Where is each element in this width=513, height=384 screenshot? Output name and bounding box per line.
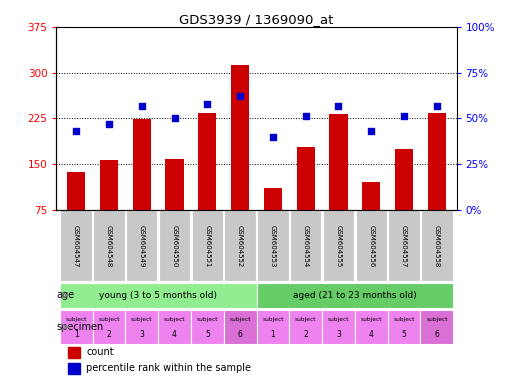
Text: aged (21 to 23 months old): aged (21 to 23 months old): [293, 291, 417, 300]
Point: [105, 121, 113, 127]
Bar: [362, 182, 380, 210]
FancyBboxPatch shape: [159, 210, 190, 281]
Text: GSM604548: GSM604548: [106, 225, 112, 267]
Text: specimen: specimen: [57, 322, 104, 332]
Text: 6: 6: [435, 330, 439, 339]
FancyBboxPatch shape: [93, 210, 125, 281]
Text: age: age: [57, 290, 75, 300]
Bar: [297, 147, 314, 210]
Bar: [329, 114, 347, 210]
FancyBboxPatch shape: [126, 210, 157, 281]
Text: subject: subject: [164, 316, 185, 322]
FancyBboxPatch shape: [421, 310, 453, 344]
FancyBboxPatch shape: [289, 310, 322, 344]
Text: subject: subject: [98, 316, 120, 322]
Text: young (3 to 5 months old): young (3 to 5 months old): [99, 291, 217, 300]
Text: percentile rank within the sample: percentile rank within the sample: [86, 362, 251, 372]
Text: 4: 4: [369, 330, 374, 339]
Text: 5: 5: [402, 330, 406, 339]
Text: 1: 1: [270, 330, 275, 339]
FancyBboxPatch shape: [60, 310, 92, 344]
Text: subject: subject: [262, 316, 284, 322]
Point: [72, 128, 80, 134]
Text: count: count: [86, 347, 114, 357]
Point: [170, 115, 179, 121]
Text: subject: subject: [295, 316, 317, 322]
FancyBboxPatch shape: [256, 310, 289, 344]
Text: 2: 2: [107, 330, 111, 339]
Bar: [67, 172, 85, 210]
FancyBboxPatch shape: [60, 283, 256, 308]
FancyBboxPatch shape: [158, 310, 191, 344]
FancyBboxPatch shape: [257, 210, 289, 281]
Bar: [68, 347, 81, 358]
FancyBboxPatch shape: [323, 210, 354, 281]
Point: [137, 103, 146, 109]
FancyBboxPatch shape: [355, 310, 388, 344]
Text: 3: 3: [336, 330, 341, 339]
Text: GSM604549: GSM604549: [139, 225, 145, 267]
Text: GSM604553: GSM604553: [270, 225, 276, 267]
Point: [203, 101, 211, 107]
Text: GSM604558: GSM604558: [434, 225, 440, 267]
FancyBboxPatch shape: [388, 210, 420, 281]
FancyBboxPatch shape: [61, 210, 92, 281]
Text: 4: 4: [172, 330, 177, 339]
Bar: [68, 363, 81, 374]
Point: [334, 103, 343, 109]
FancyBboxPatch shape: [224, 310, 256, 344]
Text: GSM604550: GSM604550: [171, 225, 177, 267]
Point: [302, 113, 310, 119]
Bar: [100, 160, 118, 210]
FancyBboxPatch shape: [356, 210, 387, 281]
Point: [269, 134, 277, 140]
Text: GSM604554: GSM604554: [303, 225, 309, 267]
FancyBboxPatch shape: [290, 210, 322, 281]
FancyBboxPatch shape: [92, 310, 125, 344]
FancyBboxPatch shape: [421, 210, 452, 281]
FancyBboxPatch shape: [191, 310, 224, 344]
Text: subject: subject: [361, 316, 382, 322]
Text: GSM604552: GSM604552: [237, 225, 243, 267]
Text: subject: subject: [65, 316, 87, 322]
Text: subject: subject: [196, 316, 218, 322]
Point: [367, 128, 376, 134]
Bar: [264, 189, 282, 210]
Text: 5: 5: [205, 330, 210, 339]
FancyBboxPatch shape: [256, 283, 453, 308]
FancyBboxPatch shape: [388, 310, 421, 344]
Text: subject: subject: [426, 316, 448, 322]
Text: GSM604551: GSM604551: [204, 225, 210, 267]
Text: GSM604547: GSM604547: [73, 225, 79, 267]
Title: GDS3939 / 1369090_at: GDS3939 / 1369090_at: [180, 13, 333, 26]
Text: 6: 6: [238, 330, 243, 339]
Text: GSM604556: GSM604556: [368, 225, 374, 267]
Text: 1: 1: [74, 330, 78, 339]
Text: 2: 2: [303, 330, 308, 339]
Text: subject: subject: [229, 316, 251, 322]
Point: [236, 93, 244, 99]
Text: subject: subject: [131, 316, 152, 322]
Text: subject: subject: [393, 316, 415, 322]
Point: [400, 113, 408, 119]
FancyBboxPatch shape: [125, 310, 158, 344]
FancyBboxPatch shape: [224, 210, 256, 281]
Text: GSM604557: GSM604557: [401, 225, 407, 267]
Bar: [199, 113, 216, 210]
Text: 3: 3: [139, 330, 144, 339]
Bar: [133, 119, 151, 210]
Text: GSM604555: GSM604555: [336, 225, 342, 267]
Text: subject: subject: [328, 316, 349, 322]
FancyBboxPatch shape: [191, 210, 223, 281]
Bar: [428, 113, 446, 210]
Bar: [395, 149, 413, 210]
Bar: [231, 65, 249, 210]
FancyBboxPatch shape: [322, 310, 355, 344]
Point: [433, 103, 441, 109]
Bar: [166, 159, 184, 210]
